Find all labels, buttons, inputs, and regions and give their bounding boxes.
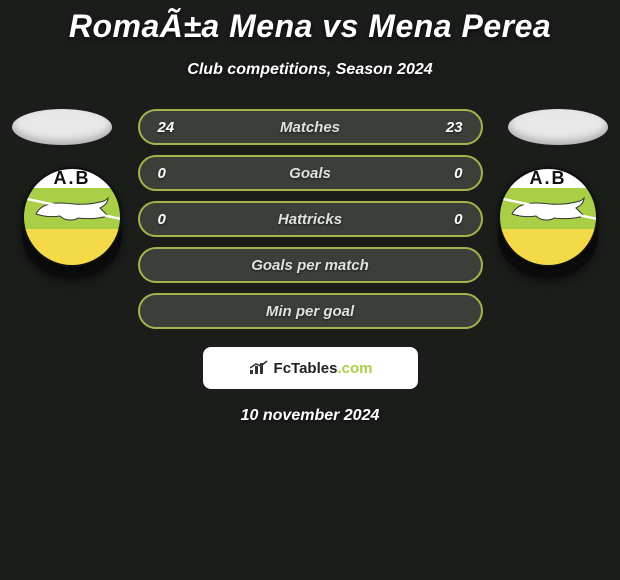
stat-value-right: 0 — [454, 211, 462, 228]
comparison-container: A.B A.B 24Matches230Goals00Hattricks0Goa… — [0, 109, 620, 425]
branding-band: FcTables.com — [203, 347, 418, 389]
chart-icon — [248, 360, 268, 376]
stat-value-left: 0 — [158, 165, 166, 182]
club-crest-right: A.B — [498, 167, 598, 267]
stat-pill: Goals per match — [138, 247, 483, 283]
stat-pill-list: 24Matches230Goals00Hattricks0Goals per m… — [138, 109, 483, 329]
page-title: RomaÃ±a Mena vs Mena Perea — [0, 0, 620, 45]
stat-value-left: 0 — [158, 211, 166, 228]
branding-text: FcTables.com — [274, 360, 373, 377]
crest-letters: A.B — [54, 168, 91, 189]
stat-pill: 0Hattricks0 — [138, 201, 483, 237]
club-crest-left: A.B — [22, 167, 122, 267]
branding-site: FcTables — [274, 360, 338, 377]
stat-value-left: 24 — [158, 119, 175, 136]
stat-label: Goals — [140, 165, 481, 182]
subtitle: Club competitions, Season 2024 — [0, 61, 620, 79]
stat-label: Matches — [140, 119, 481, 136]
stat-value-right: 23 — [446, 119, 463, 136]
stat-label: Hattricks — [140, 211, 481, 228]
date-text: 10 november 2024 — [0, 407, 620, 425]
stat-pill: 24Matches23 — [138, 109, 483, 145]
player-photo-placeholder-right — [508, 109, 608, 145]
stat-label: Goals per match — [140, 257, 481, 274]
branding-suffix: .com — [337, 360, 372, 377]
player-photo-placeholder-left — [12, 109, 112, 145]
stat-value-right: 0 — [454, 165, 462, 182]
stat-pill: Min per goal — [138, 293, 483, 329]
stat-label: Min per goal — [140, 303, 481, 320]
stat-pill: 0Goals0 — [138, 155, 483, 191]
crest-letters: A.B — [530, 168, 567, 189]
